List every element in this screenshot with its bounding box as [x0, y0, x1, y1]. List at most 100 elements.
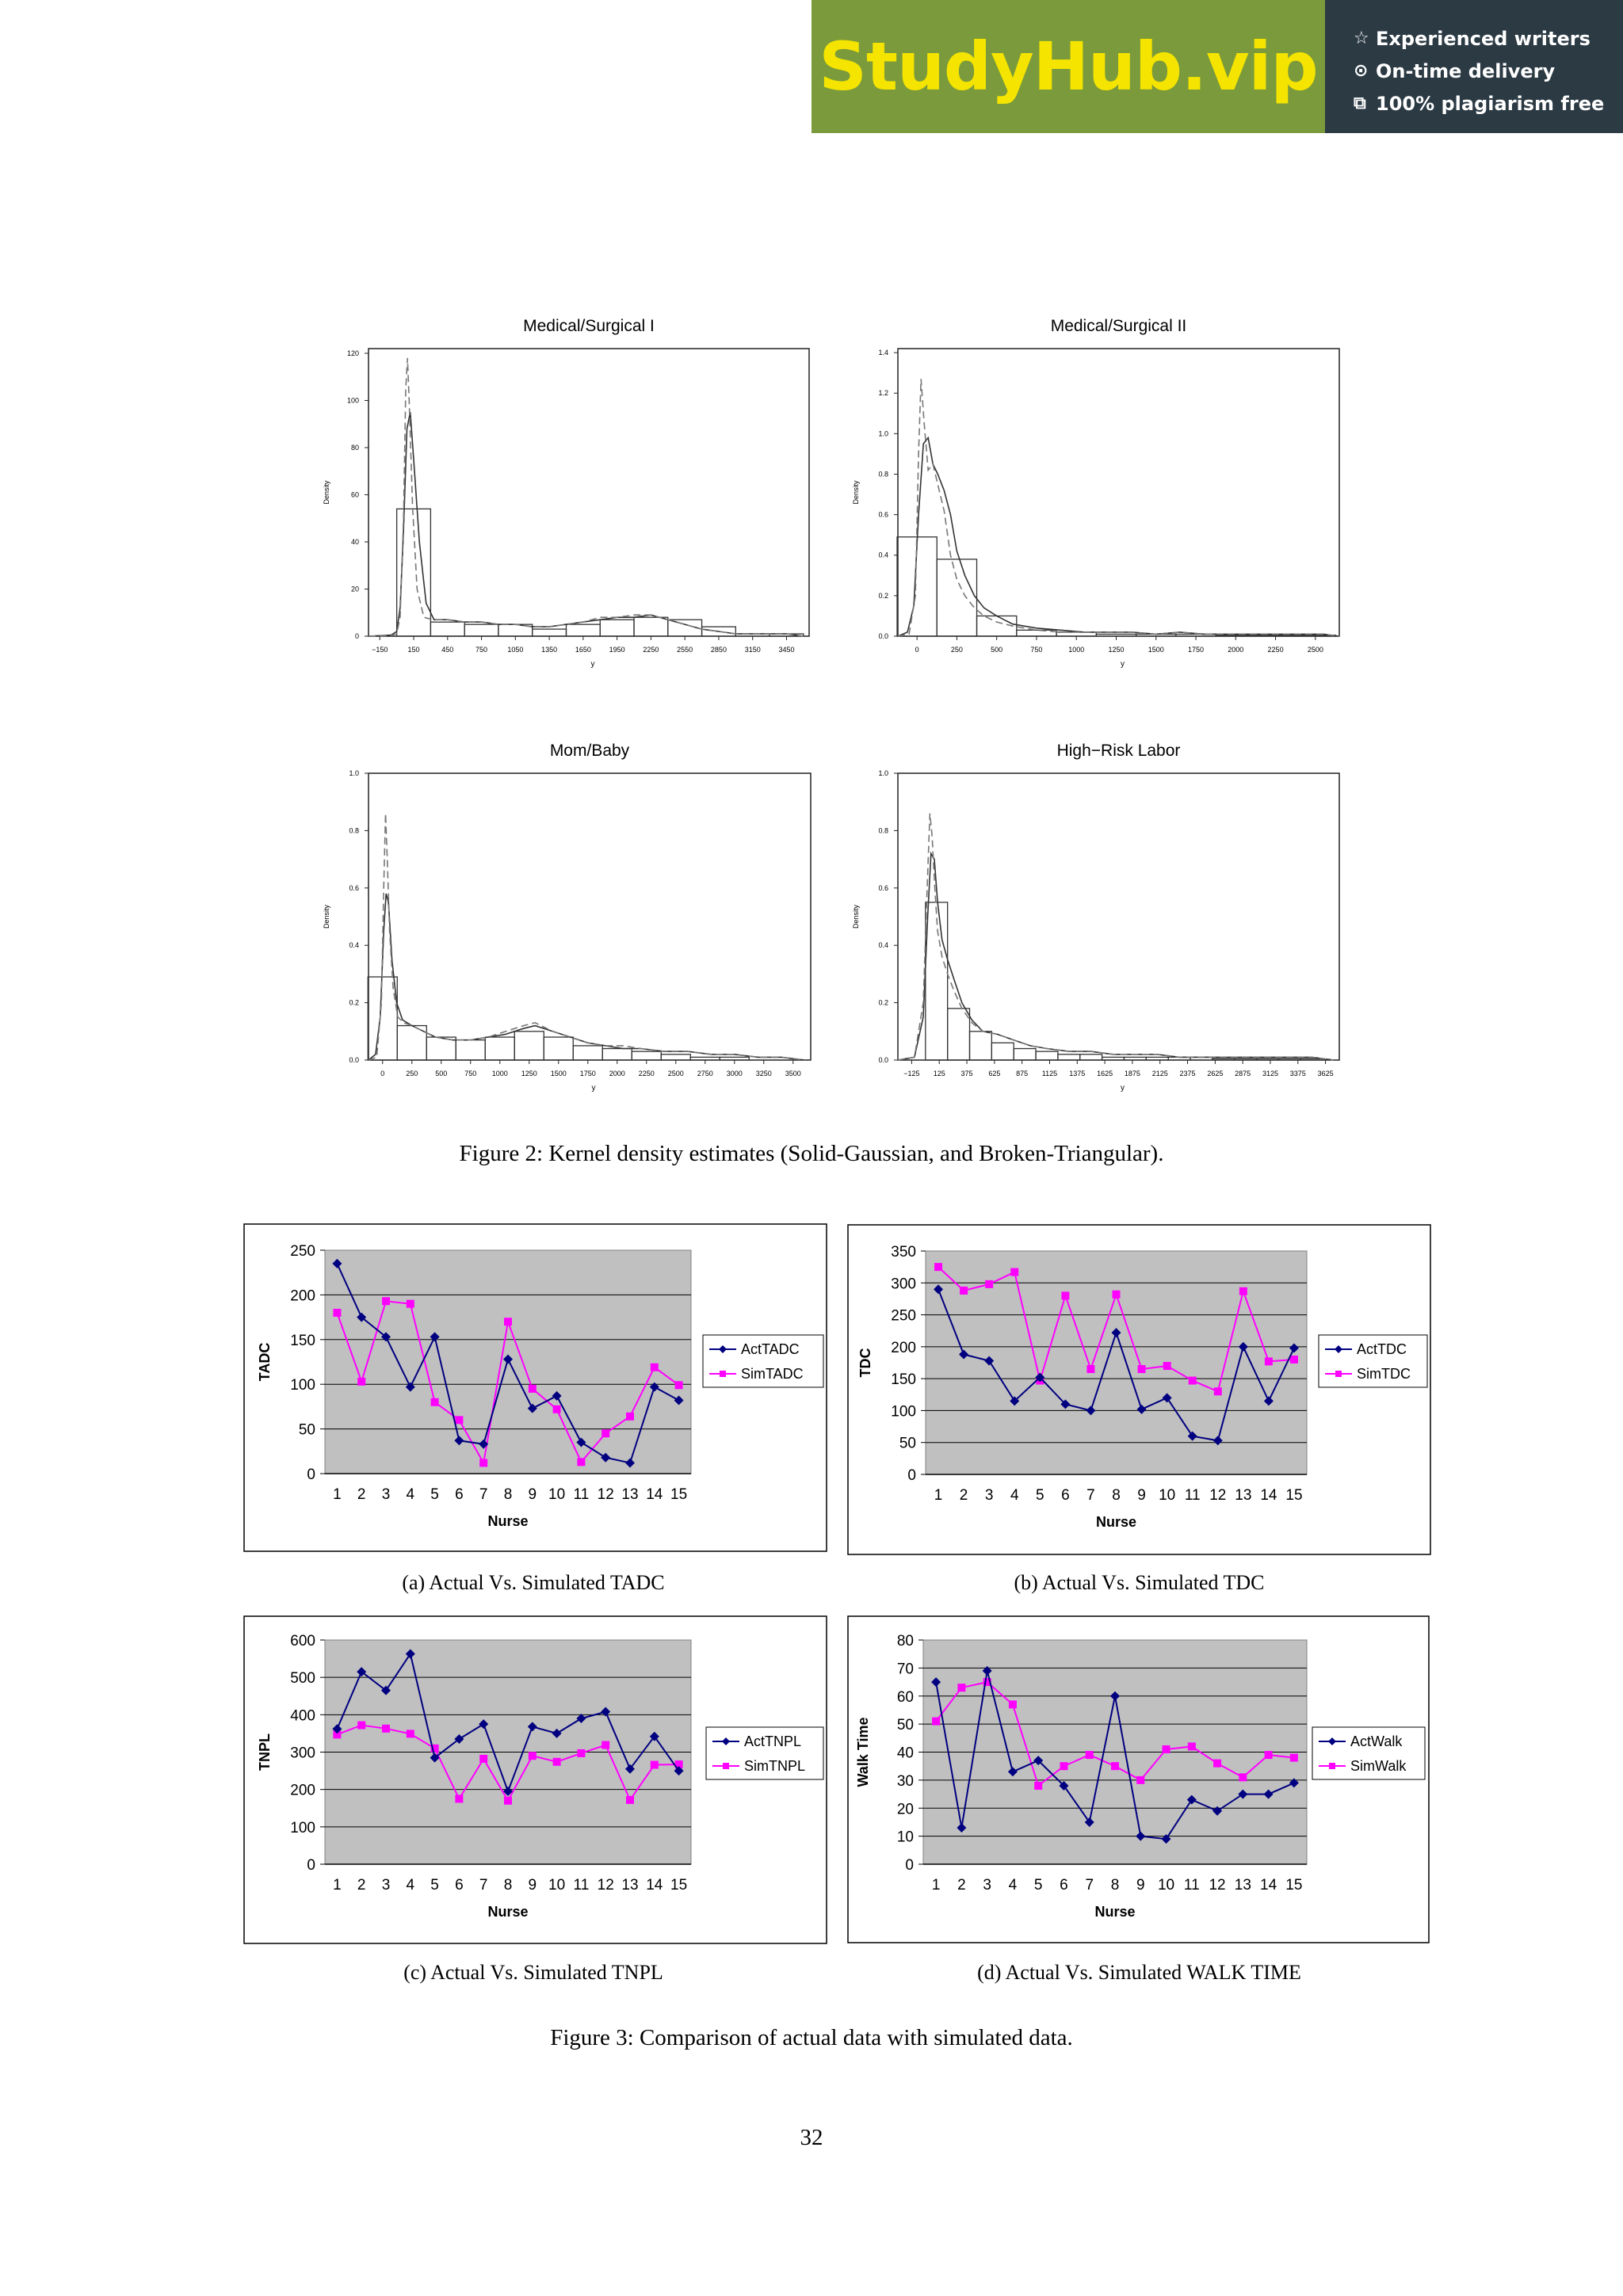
legend-label: ActTNPL [744, 1733, 801, 1749]
x-tick-label: 3625 [1318, 1070, 1334, 1077]
y-tick-label: 20 [351, 585, 359, 593]
x-tick-label: 2 [957, 1877, 966, 1894]
x-tick-label: −125 [903, 1070, 919, 1077]
data-point [1059, 1780, 1069, 1791]
histogram-bar [1095, 633, 1137, 637]
x-tick-label: 6 [1060, 1877, 1068, 1894]
x-tick-label: 4 [407, 1486, 415, 1503]
data-point [454, 1436, 464, 1446]
data-point [552, 1728, 562, 1738]
data-point [528, 1384, 537, 1393]
data-point [1213, 1759, 1222, 1768]
data-point [577, 1458, 586, 1466]
data-point [1238, 1789, 1248, 1799]
x-tick-label: 13 [1235, 1877, 1251, 1894]
data-point [649, 1731, 659, 1741]
data-point [479, 1439, 489, 1449]
x-tick-label: 250 [406, 1070, 418, 1077]
y-tick-label: 0.4 [878, 551, 888, 559]
data-point [1264, 1751, 1273, 1760]
x-axis-label: y [1121, 660, 1125, 669]
data-point [381, 1332, 391, 1342]
x-tick-label: 3 [382, 1486, 391, 1503]
y-tick-label: 0 [907, 1467, 916, 1484]
x-tick-label: 1500 [551, 1070, 567, 1077]
data-point [552, 1757, 561, 1766]
y-axis-label: TNPL [257, 1733, 273, 1771]
data-point [1086, 1405, 1096, 1416]
histogram-bar [719, 1056, 750, 1061]
feature-item: ☆ Experienced writers [1354, 22, 1623, 55]
data-point [932, 1717, 941, 1726]
y-tick-label: 100 [290, 1820, 315, 1836]
data-point [1111, 1328, 1121, 1338]
data-point [1238, 1341, 1248, 1352]
histogram-bar [1057, 1054, 1081, 1061]
page-number: 32 [800, 2125, 823, 2150]
histogram-bar [543, 1036, 574, 1061]
data-point [625, 1764, 635, 1774]
legend-marker [720, 1371, 726, 1377]
data-point [1137, 1365, 1146, 1374]
data-point [357, 1377, 366, 1386]
x-tick-label: 2500 [668, 1070, 684, 1077]
data-point [382, 1724, 390, 1733]
legend-box [1318, 1334, 1428, 1388]
x-tick-label: 3125 [1262, 1070, 1278, 1077]
legend-label: ActWalk [1350, 1733, 1403, 1749]
legend-marker [719, 1345, 727, 1353]
data-point [934, 1284, 944, 1295]
data-point [1034, 1781, 1043, 1790]
data-point [430, 1744, 439, 1753]
x-tick-label: 1950 [609, 646, 625, 654]
x-tick-label: 4 [1009, 1877, 1018, 1894]
x-tick-label: 9 [1136, 1877, 1145, 1894]
ad-banner[interactable]: StudyHub.vip ☆ Experienced writers ⊙ On-… [812, 0, 1623, 133]
legend-marker [1329, 1763, 1335, 1769]
y-tick-label: 250 [290, 1243, 315, 1260]
data-point [1007, 1767, 1018, 1777]
y-tick-label: 200 [891, 1340, 916, 1356]
x-tick-label: 4 [1010, 1487, 1019, 1504]
data-point [504, 1318, 512, 1326]
data-point [1136, 1831, 1146, 1841]
histogram-bar [936, 559, 978, 637]
figure-3-caption: Figure 3: Comparison of actual data with… [550, 2025, 1073, 2050]
subcaption-c: (c) Actual Vs. Simulated TNPL [403, 1961, 663, 1984]
subcaption-d: (d) Actual Vs. Simulated WALK TIME [977, 1961, 1301, 1984]
x-tick-label: 3500 [785, 1070, 801, 1077]
data-point [357, 1312, 367, 1322]
data-point [1187, 1431, 1197, 1441]
legend-label: SimTNPL [744, 1758, 805, 1774]
x-tick-label: 3 [382, 1877, 391, 1894]
x-tick-label: 12 [598, 1486, 614, 1503]
y-tick-label: 0 [307, 1857, 315, 1874]
data-point [674, 1760, 683, 1769]
x-tick-label: 0 [380, 1070, 384, 1077]
y-tick-label: 1.2 [878, 389, 888, 397]
y-axis-label: TADC [257, 1343, 273, 1382]
x-tick-label: 12 [1209, 1877, 1225, 1894]
legend-marker [1335, 1345, 1342, 1353]
x-tick-label: 2750 [697, 1070, 713, 1077]
x-tick-label: 14 [646, 1877, 663, 1894]
data-point [333, 1730, 342, 1739]
figure-2-caption: Figure 2: Kernel density estimates (Soli… [459, 1141, 1164, 1166]
x-tick-label: 8 [1111, 1877, 1120, 1894]
x-tick-label: 15 [670, 1877, 687, 1894]
y-tick-label: 0.2 [349, 999, 359, 1007]
x-tick-label: 14 [646, 1486, 663, 1503]
x-tick-label: 11 [1184, 1877, 1200, 1894]
x-tick-label: 11 [1185, 1487, 1201, 1504]
kde-chart-1: Medical/Surgical I −150 150 450 750 1050 1350 1… [323, 317, 810, 669]
copy-icon: ⧉ [1354, 93, 1366, 113]
data-point [1161, 1834, 1171, 1844]
feature-item: ⊙ On-time delivery [1354, 55, 1623, 87]
histogram-bar [1101, 1056, 1125, 1061]
x-tick-label: 2000 [609, 1070, 625, 1077]
y-tick-label: 0 [905, 1857, 914, 1874]
x-tick-label: 2875 [1235, 1070, 1251, 1077]
gaussian-kernel-line [368, 893, 805, 1061]
kde-chart-3: Mom/Baby 0 250 500 750 1000 1250 1500 1750 2000 22… [323, 742, 812, 1093]
